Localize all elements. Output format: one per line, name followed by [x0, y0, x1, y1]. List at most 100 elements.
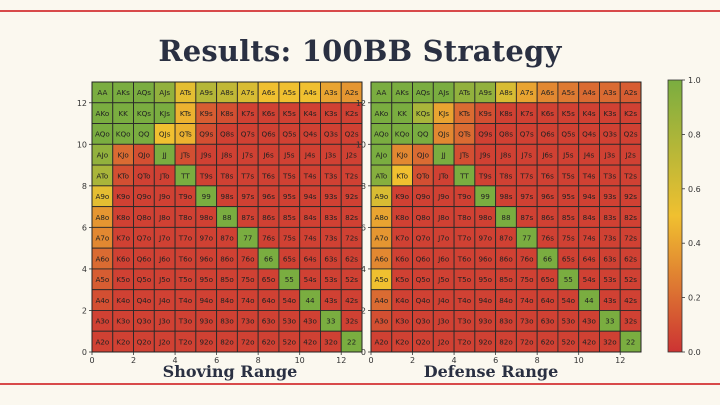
cell-label: J3o: [158, 317, 170, 326]
cell-label: K6s: [541, 109, 554, 118]
cell-label: K4s: [304, 109, 317, 118]
cell-label: 43s: [324, 296, 337, 305]
cell-label: QTo: [416, 171, 429, 180]
cell-label: J4s: [304, 150, 316, 159]
shoving-range-caption: Shoving Range: [162, 362, 298, 381]
cell-label: T4s: [582, 171, 596, 180]
cell-label: K2s: [345, 109, 358, 118]
x-tick-label: 8: [256, 356, 261, 365]
cell-label: 53o: [562, 317, 576, 326]
x-tick-label: 4: [173, 356, 178, 365]
y-tick-label: 2: [82, 306, 87, 315]
cell-label: 33: [605, 317, 614, 326]
cell-label: KTo: [396, 171, 408, 180]
cell-label: K7s: [241, 109, 254, 118]
y-tick-label: 10: [77, 140, 87, 149]
cell-label: J3o: [437, 317, 449, 326]
cell-label: 72s: [345, 234, 358, 243]
cell-label: 66: [543, 254, 553, 263]
cell-label: A6s: [541, 88, 554, 97]
cell-label: QTs: [458, 130, 471, 139]
cell-label: 62s: [624, 254, 637, 263]
cell-label: 97s: [241, 192, 254, 201]
cell-label: 75o: [241, 275, 255, 284]
cell-label: Q2o: [137, 337, 152, 346]
cell-label: T8s: [220, 171, 234, 180]
cell-label: 54s: [304, 275, 317, 284]
cell-label: 96s: [262, 192, 275, 201]
cell-label: ATs: [180, 88, 192, 97]
y-tick-label: 6: [361, 223, 366, 232]
cell-label: 97o: [478, 234, 492, 243]
cell-label: 42o: [303, 337, 317, 346]
cell-label: 75o: [520, 275, 534, 284]
cell-label: 98o: [199, 213, 213, 222]
cell-label: K7s: [520, 109, 533, 118]
cell-label: 72o: [520, 337, 534, 346]
cell-label: Q6o: [137, 254, 152, 263]
bottom-rule: [0, 383, 720, 385]
cell-label: 66: [264, 254, 274, 263]
cell-label: Q9o: [137, 192, 152, 201]
x-tick-label: 0: [89, 356, 94, 365]
cell-label: 64s: [583, 254, 596, 263]
cell-label: T8o: [457, 213, 471, 222]
cell-label: 97o: [199, 234, 213, 243]
cell-label: J8o: [158, 213, 170, 222]
cell-label: 83s: [603, 213, 616, 222]
cell-label: J2s: [624, 150, 636, 159]
x-tick-label: 12: [336, 356, 346, 365]
cell-label: Q3s: [603, 130, 617, 139]
cell-label: 94o: [478, 296, 492, 305]
cell-label: T8s: [499, 171, 513, 180]
x-tick-label: 10: [295, 356, 305, 365]
cell-label: 63s: [324, 254, 337, 263]
cell-label: K6s: [262, 109, 275, 118]
cell-label: T9s: [478, 171, 492, 180]
cell-label: KJs: [438, 109, 449, 118]
x-tick-label: 6: [493, 356, 498, 365]
cell-label: AQs: [416, 88, 430, 97]
cell-label: K3o: [116, 317, 130, 326]
cell-label: K6o: [395, 254, 409, 263]
cell-label: T9s: [199, 171, 213, 180]
cell-label: T4s: [303, 171, 317, 180]
cell-label: 99: [481, 192, 491, 201]
cell-label: J8s: [221, 150, 233, 159]
cell-label: K8s: [220, 109, 233, 118]
cell-label: T7s: [240, 171, 254, 180]
cell-label: Q5o: [416, 275, 431, 284]
cell-label: 63s: [603, 254, 616, 263]
cell-label: 54s: [583, 275, 596, 284]
cell-label: AKo: [375, 109, 389, 118]
cell-label: 32s: [624, 317, 637, 326]
cell-label: 82o: [220, 337, 234, 346]
y-tick-label: 12: [77, 99, 87, 108]
cell-label: J9o: [437, 192, 449, 201]
cell-label: QJo: [417, 150, 429, 159]
cell-label: AJs: [159, 88, 170, 97]
cell-label: Q8o: [416, 213, 431, 222]
cell-label: 98o: [478, 213, 492, 222]
cell-label: KQo: [395, 130, 410, 139]
cell-label: J6s: [262, 150, 274, 159]
cell-label: 43o: [303, 317, 317, 326]
cell-label: A3o: [374, 317, 388, 326]
cell-label: 52s: [345, 275, 358, 284]
cell-label: Q7s: [520, 130, 534, 139]
cell-label: J7o: [437, 234, 449, 243]
cell-label: QQ: [138, 130, 150, 139]
cell-label: Q3o: [137, 317, 152, 326]
y-tick-label: 6: [82, 223, 87, 232]
cell-label: KTs: [180, 109, 191, 118]
cell-label: A6o: [374, 254, 388, 263]
cell-label: KJs: [159, 109, 170, 118]
cell-label: 42o: [582, 337, 596, 346]
x-tick-label: 8: [535, 356, 540, 365]
cell-label: J9o: [158, 192, 170, 201]
cell-label: 74s: [304, 234, 317, 243]
cell-label: K9s: [200, 109, 213, 118]
x-tick-label: 4: [452, 356, 457, 365]
cell-label: J3s: [604, 150, 616, 159]
